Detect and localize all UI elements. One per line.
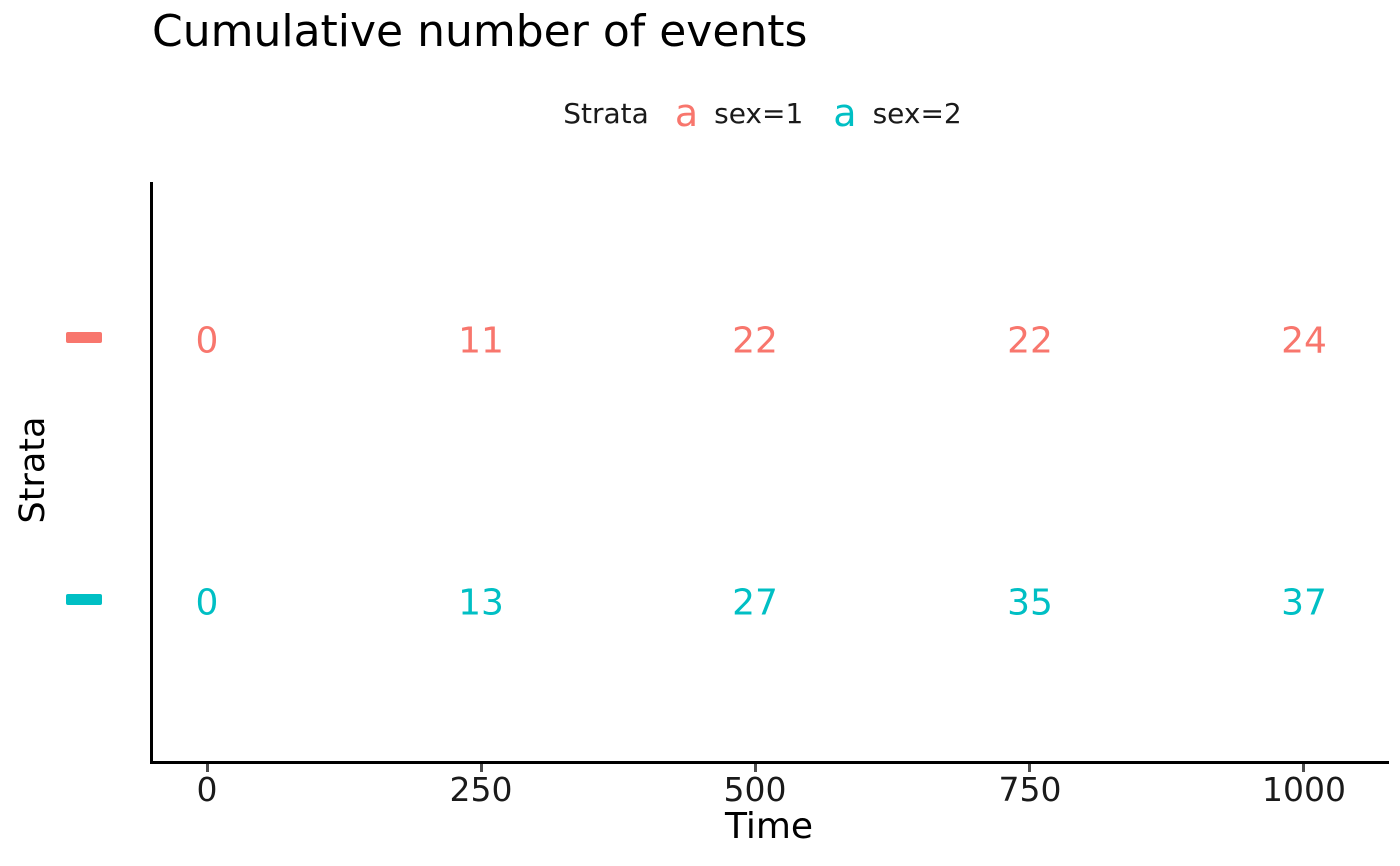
event-count-sex2-t250: 13	[458, 582, 504, 624]
y-axis-title: Strata	[13, 416, 53, 524]
event-count-sex2-t0: 0	[195, 582, 219, 624]
chart-title: Cumulative number of events	[152, 6, 808, 57]
event-count-sex2-t1000: 37	[1281, 582, 1327, 624]
x-axis-title: Time	[724, 806, 814, 847]
event-count-sex2-t750: 35	[1007, 582, 1053, 624]
y-tick-dash-sex2-icon	[66, 594, 102, 605]
x-tick-label: 250	[449, 770, 513, 809]
y-tick-dash-sex1-icon	[66, 332, 102, 343]
x-tick-label: 500	[723, 770, 787, 809]
event-count-sex1-t1000: 24	[1281, 320, 1327, 362]
event-count-sex2-t500: 27	[732, 582, 778, 624]
y-axis-line	[150, 182, 153, 764]
event-count-sex1-t250: 11	[458, 320, 504, 362]
x-tick-mark	[206, 764, 209, 772]
x-tick-mark	[480, 764, 483, 772]
legend-key-a-icon: a	[833, 91, 857, 135]
x-axis-line	[150, 761, 1389, 764]
legend-title: Strata	[563, 96, 649, 130]
legend: Strata a sex=1 a sex=2	[151, 88, 1388, 138]
legend-key-a-icon: a	[674, 91, 699, 135]
x-tick-mark	[754, 764, 757, 772]
x-tick-label: 1000	[1262, 770, 1346, 809]
x-tick-mark	[1028, 764, 1031, 772]
legend-label-sex1: sex=1	[714, 96, 804, 130]
x-tick-label: 750	[998, 770, 1062, 809]
event-count-sex1-t500: 22	[732, 320, 778, 362]
x-tick-mark	[1302, 764, 1305, 772]
x-tick-label: 0	[196, 770, 218, 809]
legend-label-sex2: sex=2	[872, 96, 962, 130]
event-count-sex1-t750: 22	[1007, 320, 1053, 362]
event-count-sex1-t0: 0	[195, 320, 219, 362]
